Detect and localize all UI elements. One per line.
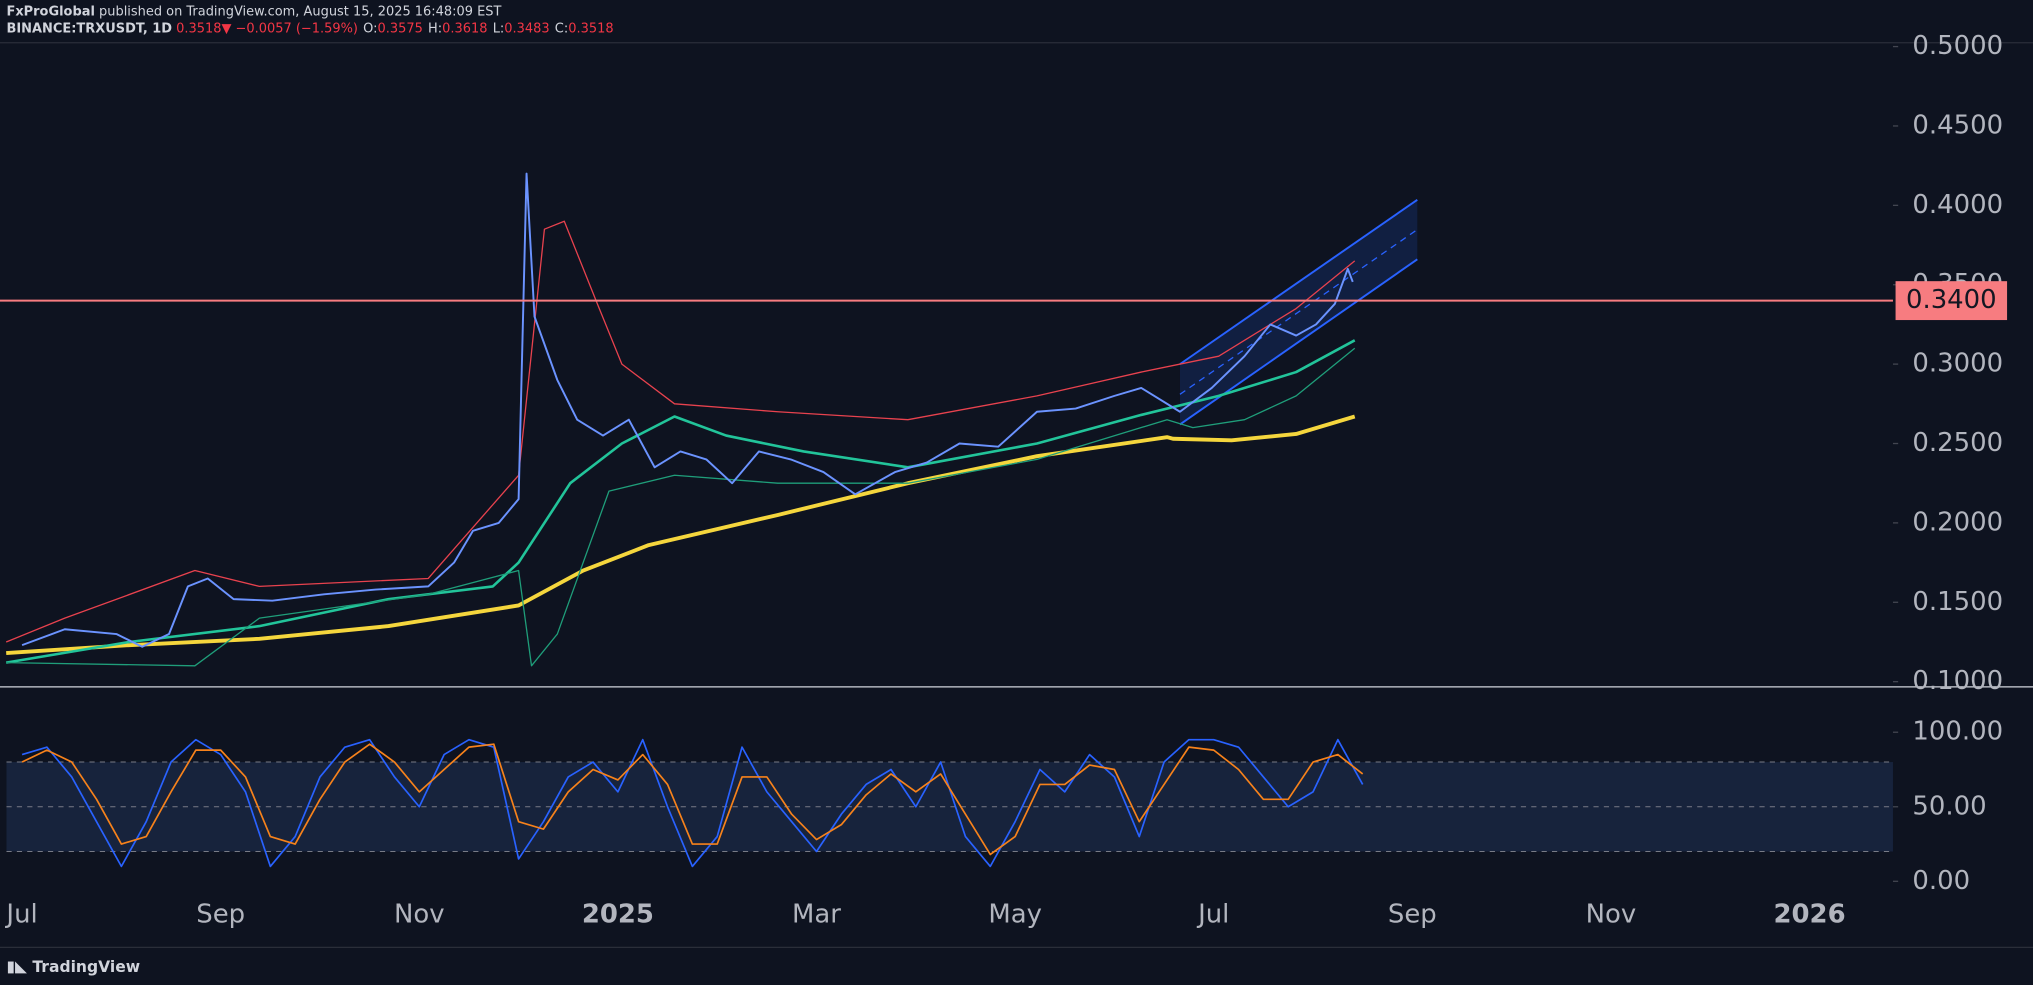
y-tick-label: 0.4500 xyxy=(1912,110,2003,140)
ohlc-label: O: xyxy=(363,21,377,36)
x-tick-label: Sep xyxy=(196,900,245,930)
x-tick-label: 2026 xyxy=(1773,900,1845,930)
pane: 0.00 50.00 100.00 Jul Sep Nov 2025 Mar May Jul Sep… xyxy=(4,717,2003,930)
x-tick-label: Nov xyxy=(1586,900,1637,930)
x-tick-label: 2025 xyxy=(582,900,654,930)
series-line xyxy=(5,220,1356,643)
header-line-1: FxProGlobal published on TradingView.com… xyxy=(6,4,501,19)
y-tick-label: 0.1000 xyxy=(1912,666,2003,696)
y-tick-label: 0.2000 xyxy=(1912,507,2003,537)
brand: TradingView xyxy=(32,957,140,975)
last-price: 0.3518 xyxy=(176,21,221,36)
x-tick-label: May xyxy=(988,900,1042,930)
ohlc-label: H: xyxy=(428,21,442,36)
pane: 0.10000.15000.20000.25000.30000.35000.40… xyxy=(0,31,2008,696)
series-line xyxy=(21,743,1364,856)
y-tick-label: 0.1500 xyxy=(1912,587,2003,617)
y-tick-label: 0.3000 xyxy=(1912,349,2003,379)
y-tick-label: 0.5000 xyxy=(1912,31,2003,61)
y-tick-label: 50.00 xyxy=(1912,791,1986,821)
series-line xyxy=(6,414,1356,656)
ohlc-value: 0.3518 xyxy=(568,21,613,36)
series-line xyxy=(21,738,1364,868)
author: FxProGlobal xyxy=(6,4,94,19)
ohlc-value: 0.3575 xyxy=(378,21,423,36)
y-tick-label: 0.2500 xyxy=(1912,428,2003,458)
price-label-box xyxy=(1895,281,2008,321)
channel-mid xyxy=(1179,229,1418,395)
change: ▼ −0.0057 (−1.59%) xyxy=(221,21,358,36)
ohlc-value: 0.3483 xyxy=(504,21,549,36)
x-tick-label: Mar xyxy=(792,900,841,930)
series-line xyxy=(21,172,1354,648)
x-tick-label: Nov xyxy=(394,900,445,930)
price-label: 0.3400 xyxy=(1906,285,1997,315)
series-line xyxy=(6,347,1356,667)
y-tick-label: 0.4000 xyxy=(1912,190,2003,220)
header-line-2: BINANCE:TRXUSDT, 1D 0.3518▼ −0.0057 (−1.… xyxy=(6,21,613,36)
published: published on TradingView.com, August 15,… xyxy=(99,4,501,19)
x-tick-label: Sep xyxy=(1388,900,1437,930)
channel-line xyxy=(1179,198,1418,365)
ohlc-value: 0.3618 xyxy=(442,21,487,36)
y-tick-label: 100.00 xyxy=(1912,717,2003,747)
ohlc-label: C: xyxy=(555,21,568,36)
ohlc-label: L: xyxy=(493,21,505,36)
symbol: BINANCE:TRXUSDT, 1D xyxy=(6,21,172,36)
y-tick-label: 0.00 xyxy=(1912,866,1970,896)
x-tick-label: Jul xyxy=(1196,900,1229,930)
series-line xyxy=(5,339,1356,664)
x-tick-label: Jul xyxy=(4,900,37,930)
footer-brand: ▮◣ TradingView xyxy=(6,957,140,975)
